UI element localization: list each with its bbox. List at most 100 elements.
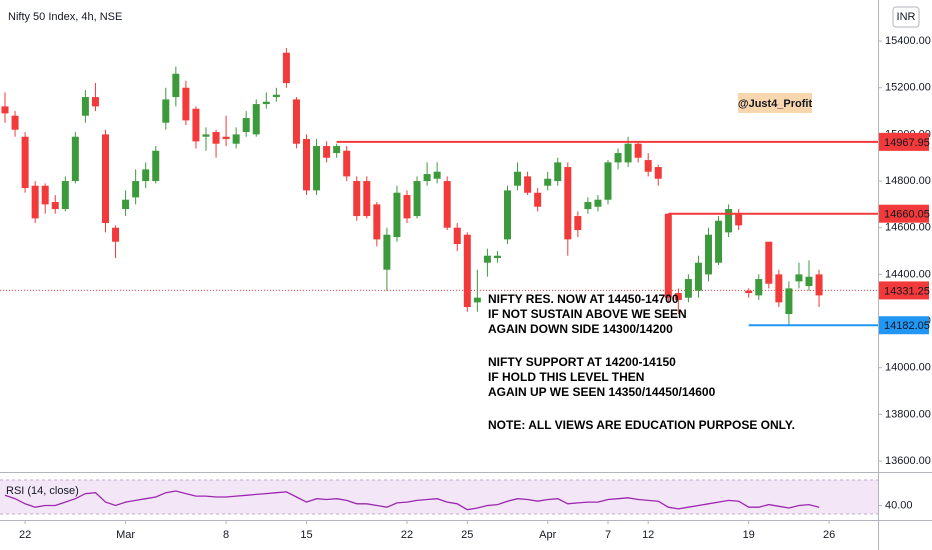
candle-body [805, 276, 813, 287]
currency: INR [897, 11, 916, 23]
chart-title: Nifty 50 Index, 4h, NSE [8, 11, 122, 23]
candle-body [514, 171, 522, 186]
candle-body [493, 255, 501, 259]
candle-body [333, 146, 341, 154]
x-tick-label: Apr [539, 529, 556, 541]
candle-body [453, 227, 461, 245]
candle-body [564, 167, 572, 240]
candle-body [112, 227, 120, 242]
candle-body [41, 185, 49, 205]
x-tick-label: 22 [19, 529, 31, 541]
candle-body [544, 178, 552, 186]
x-tick-label: Mar [116, 529, 135, 541]
candle-body [443, 181, 451, 228]
last-price-label: 14331.25 [884, 285, 930, 297]
y-tick-label: 14000.00 [885, 362, 931, 374]
candle-body [393, 192, 401, 238]
candle-body [745, 290, 753, 294]
candle-body [373, 204, 381, 240]
x-tick-label: 12 [642, 529, 654, 541]
candle-body [232, 134, 240, 144]
rsi-band-fill [0, 479, 878, 514]
candle-body [102, 134, 109, 224]
annotation: NOTE: ALL VIEWS ARE EDUCATION PURPOSE ON… [488, 418, 795, 432]
candle-body [755, 279, 763, 296]
candle-body [554, 162, 562, 182]
level-label-box [879, 204, 929, 223]
y-tick-label: 14800.00 [885, 175, 931, 187]
candle-body [624, 143, 632, 163]
x-tick-label: 25 [461, 529, 473, 541]
candle-body [674, 293, 682, 301]
candle-body [303, 139, 310, 191]
candle-body [614, 153, 622, 163]
level-label-box [879, 316, 929, 335]
candle-body [192, 108, 200, 142]
candle-body [182, 87, 190, 121]
annotation: NIFTY SUPPORT AT 14200-14150 [488, 355, 676, 369]
candle-body [473, 297, 481, 303]
candle-body [634, 143, 642, 158]
last-price-box [879, 281, 929, 300]
candle-body [775, 274, 783, 303]
candle-body [1, 106, 9, 114]
candle-body [483, 255, 491, 263]
candle-body [172, 73, 180, 98]
candle-body [262, 101, 270, 105]
x-tick-label: 8 [223, 529, 229, 541]
candle-body [574, 216, 582, 231]
y-tick-label: 14400.00 [885, 268, 931, 280]
x-tick-label: 15 [300, 529, 312, 541]
candle-body [212, 132, 220, 144]
candle-body [684, 279, 692, 298]
candle-body [152, 150, 160, 182]
candle-body [765, 241, 773, 284]
level-label: 14660.05 [884, 209, 930, 221]
rsi-label: RSI (14, close) [6, 485, 79, 497]
candle-body [524, 176, 532, 193]
annotation: AGAIN UP WE SEEN 14350/14450/14600 [488, 385, 716, 399]
x-tick-label: 26 [823, 529, 835, 541]
candle-body [61, 181, 69, 210]
candle-body [604, 162, 612, 200]
candle-body [81, 97, 89, 116]
y-tick-label: 15400.00 [885, 35, 931, 47]
candle-body [725, 209, 733, 233]
y-tick-label: 15200.00 [885, 82, 931, 94]
candle-body [323, 146, 331, 158]
candle-body [654, 167, 662, 179]
watermark: @Just4_Profit [738, 98, 813, 110]
candle-body [584, 202, 592, 210]
candle-body [594, 199, 602, 207]
rsi-line [4, 490, 820, 511]
candle-body [122, 199, 130, 210]
candle-body [423, 174, 431, 182]
candle-body [11, 115, 19, 130]
candle-body [242, 118, 250, 133]
candle-body [504, 190, 511, 240]
candle-body [785, 288, 793, 315]
candle-body [403, 195, 411, 219]
candle-body [313, 146, 321, 191]
candle-body [71, 136, 79, 182]
x-tick-label: 22 [401, 529, 413, 541]
candle-body [162, 99, 170, 123]
candle-body [463, 234, 471, 308]
candle-body [815, 274, 823, 296]
y-tick-label: 13800.00 [885, 408, 931, 420]
currency-box[interactable] [892, 6, 920, 28]
candle-body [664, 213, 672, 298]
candle-body [644, 160, 652, 172]
candle-body [51, 202, 59, 210]
level-label: 14182.05 [884, 320, 930, 332]
y-tick-label: 14600.00 [885, 222, 931, 234]
candle-body [21, 136, 29, 189]
annotation: NIFTY RES. NOW AT 14450-14700 [488, 292, 679, 306]
annotation: IF HOLD THIS LEVEL THEN [488, 370, 644, 384]
candle-body [383, 234, 391, 270]
candle-body [91, 97, 99, 107]
candle-body [282, 52, 290, 84]
candle-body [222, 136, 230, 140]
x-tick-label: 19 [743, 529, 755, 541]
